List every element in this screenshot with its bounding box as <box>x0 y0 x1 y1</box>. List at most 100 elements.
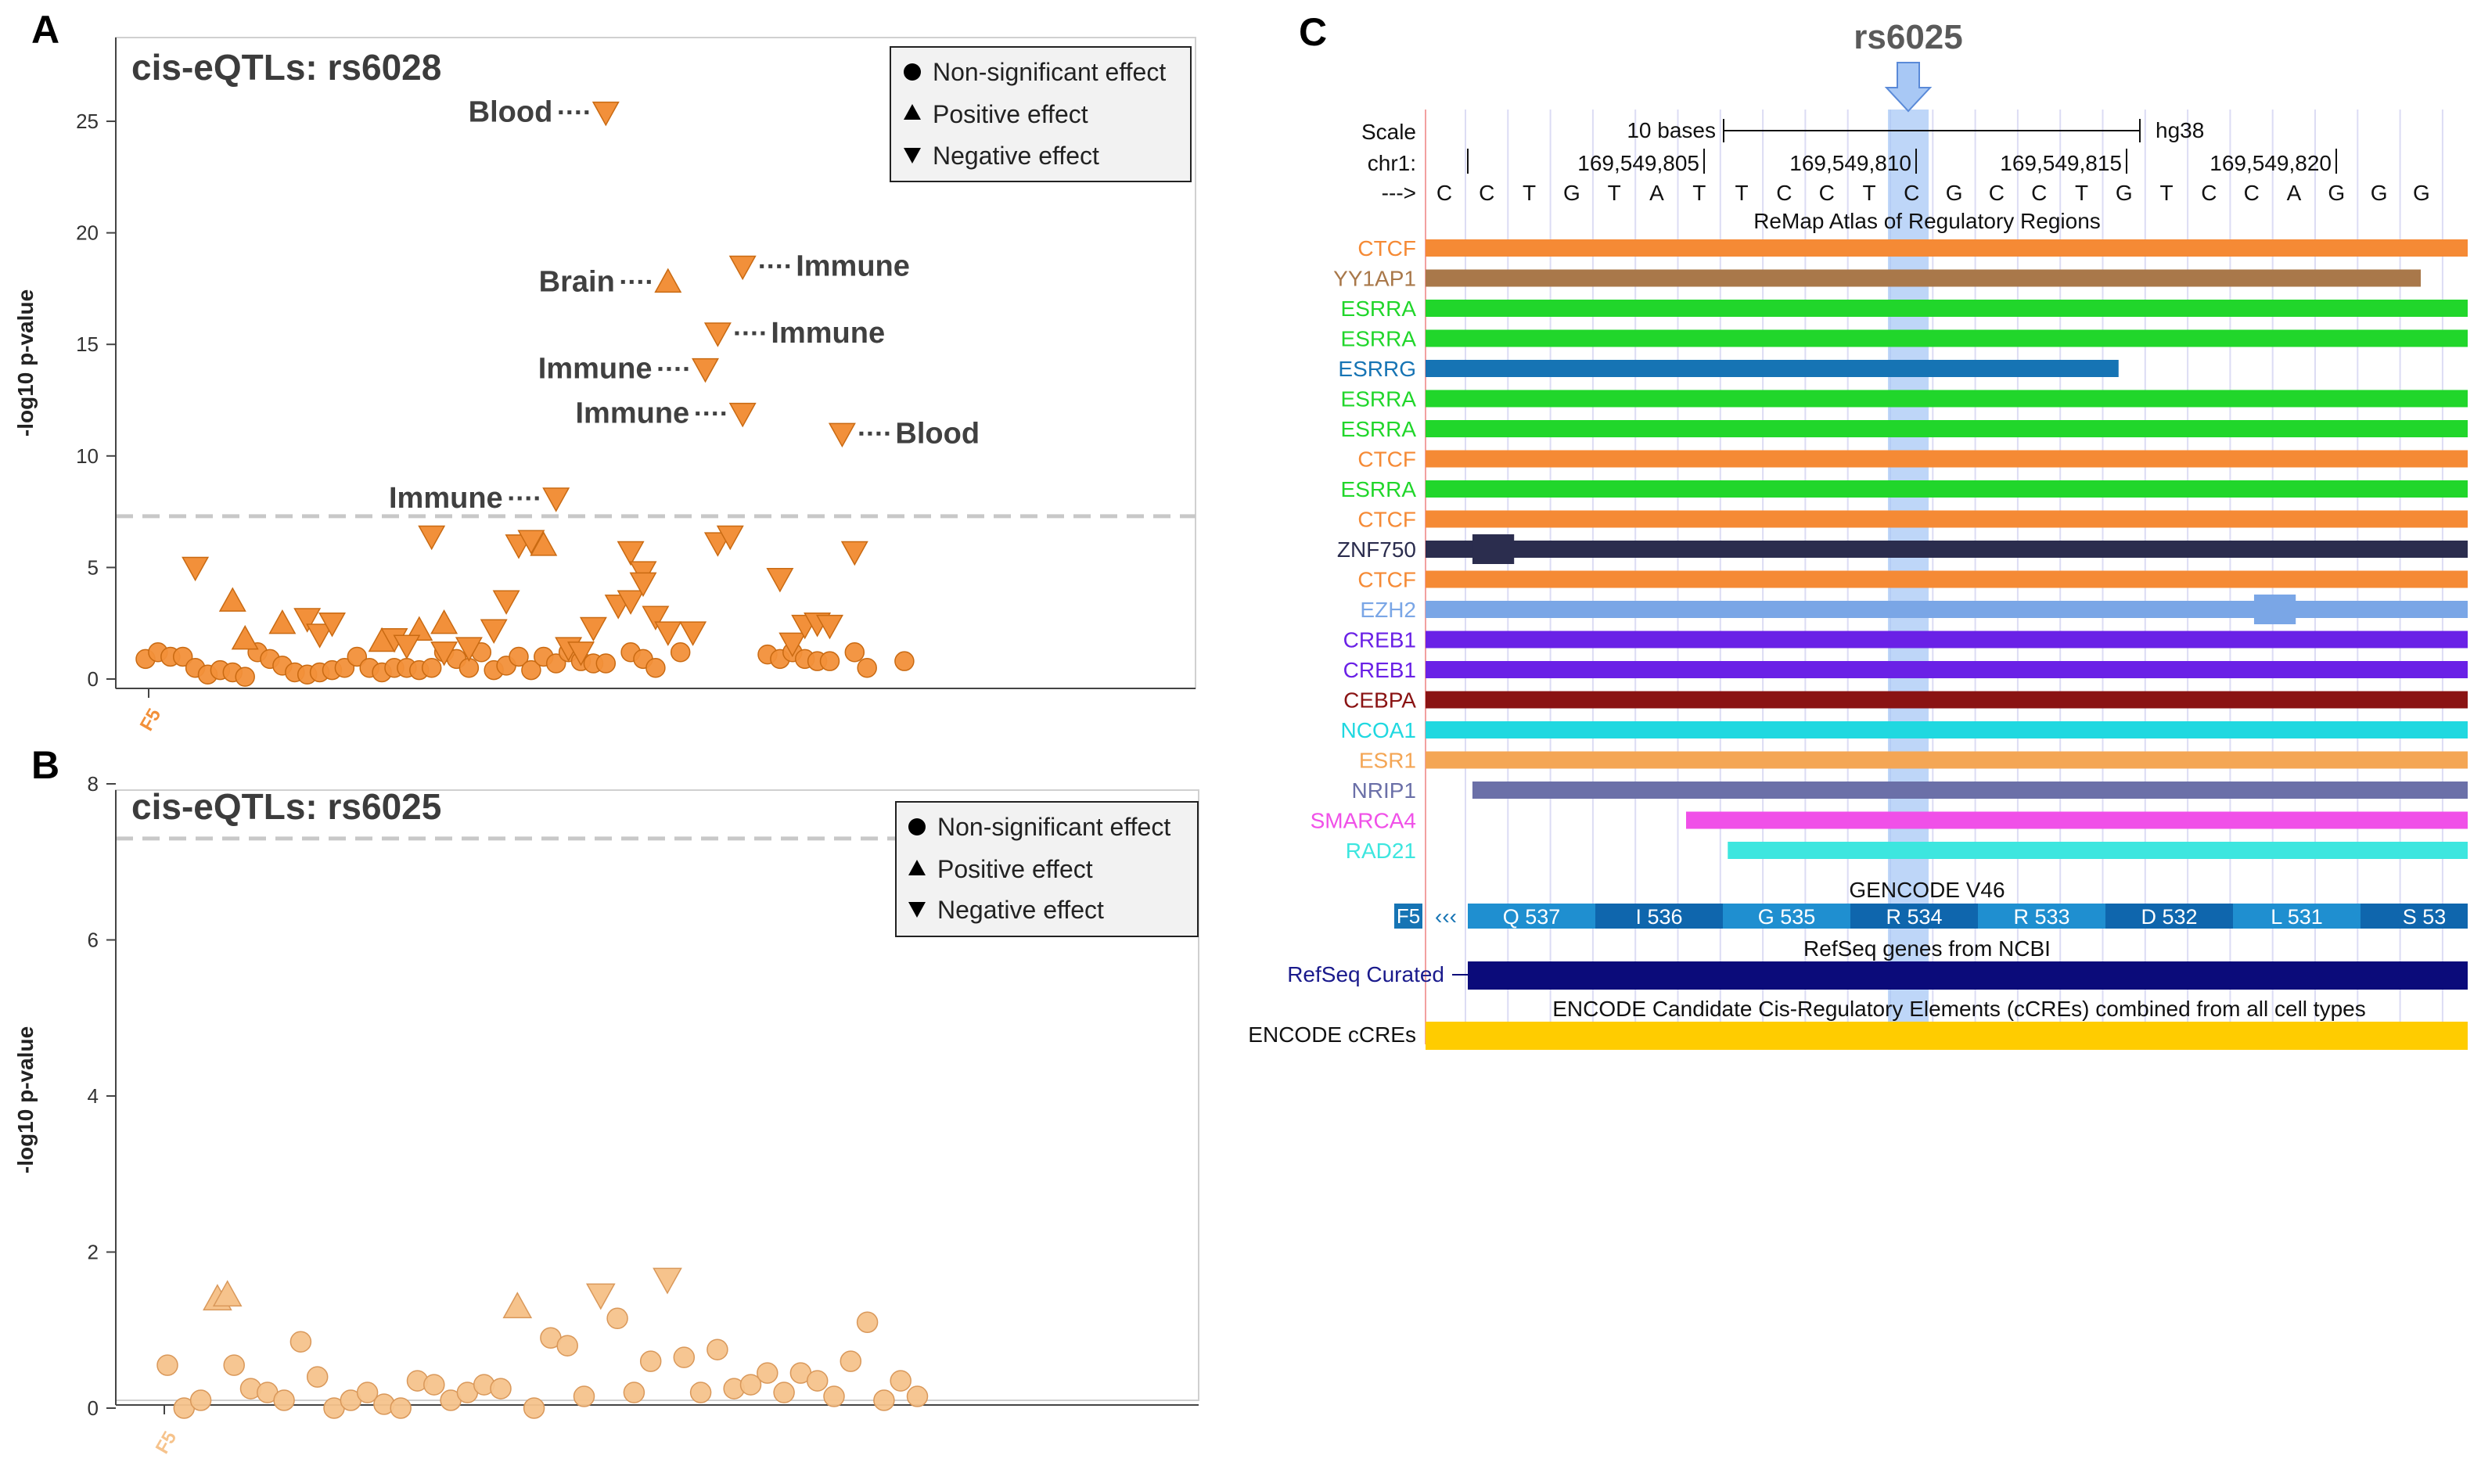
gencode-strand-arrows: ‹‹‹ <box>1435 904 1457 929</box>
legend-triangle-down-icon <box>904 148 921 163</box>
base-letter: G <box>2371 181 2388 205</box>
point-negative-effect <box>617 541 645 566</box>
track-label: ESRRA <box>1341 387 1417 411</box>
point-nonsignificant <box>347 646 368 667</box>
point-nonsignificant <box>235 667 255 687</box>
point-positive-effect <box>502 1292 533 1319</box>
base-letter: G <box>2116 181 2133 205</box>
point-nonsignificant <box>172 646 193 667</box>
point-positive-effect <box>530 531 558 556</box>
panel-b-y-ticks: 0 2 4 6 8 <box>88 772 116 1420</box>
point-negative-effect <box>455 637 483 662</box>
point-nonsignificant <box>639 1350 662 1372</box>
point-nonsignificant <box>890 1370 911 1392</box>
track-label: ESRRA <box>1341 417 1417 441</box>
point-nonsignificant <box>289 1331 312 1353</box>
point-nonsignificant <box>707 1338 728 1360</box>
point-nonsignificant <box>873 1389 895 1411</box>
point-nonsignificant <box>606 1307 628 1330</box>
point-nonsignificant <box>223 1354 245 1376</box>
point-nonsignificant <box>773 1382 795 1403</box>
panel-a-title: cis-eQTLs: rs6028 <box>131 47 441 88</box>
track-bar <box>1426 360 2119 377</box>
panel-b-x-tick-f5: F5 <box>152 1428 181 1457</box>
track-bar <box>1426 420 2468 437</box>
codon-box <box>2361 904 2468 929</box>
base-letter: G <box>1563 181 1580 205</box>
point-negative-effect <box>393 634 421 659</box>
track-bar <box>1426 450 2468 468</box>
base-letter: G <box>2413 181 2430 205</box>
point-negative-effect <box>642 605 670 631</box>
gencode-title: GENCODE V46 <box>1849 878 2005 902</box>
point-negative-effect <box>579 616 607 642</box>
coordinate-ticks: 169,549,805 169,549,810 169,549,815 169,549… <box>1577 149 2337 175</box>
point-negative-effect <box>567 641 595 667</box>
track-peak <box>2253 595 2296 624</box>
track-label: ESRRA <box>1341 296 1417 321</box>
panel-a-annotations: Blood Brain Immune Immune Immune Immune Blood I… <box>389 96 980 515</box>
point-nonsignificant <box>595 653 617 674</box>
codon-label: Q 537 <box>1503 905 1561 929</box>
point-negative-effect <box>629 572 657 598</box>
point-nonsignificant <box>523 1397 545 1419</box>
point-nonsignificant <box>421 657 442 678</box>
track-label: RAD21 <box>1346 839 1416 863</box>
strand-label: ---> <box>1382 181 1416 205</box>
point-negative-effect <box>778 632 807 658</box>
remap-title: ReMap Atlas of Regulatory Regions <box>1753 209 2101 233</box>
scale-label: Scale <box>1361 120 1416 144</box>
encode-label: ENCODE cCREs <box>1248 1022 1416 1047</box>
annotation-label: Brain <box>539 265 615 298</box>
point-nonsignificant <box>844 642 865 663</box>
point-nonsignificant <box>573 1385 595 1407</box>
point-nonsignificant <box>806 1370 829 1392</box>
point-nonsignificant <box>189 1389 212 1411</box>
panel-a-x-tick-f5: F5 <box>136 705 165 735</box>
y-tick-label: 0 <box>88 667 99 691</box>
coordinate-label: 169,549,810 <box>1789 151 1911 175</box>
snp-arrow-icon <box>1884 62 1933 113</box>
point-negative-effect <box>840 541 868 566</box>
point-nonsignificant <box>840 1350 862 1372</box>
base-letter: T <box>1608 181 1621 205</box>
codon-box <box>1468 904 1595 929</box>
track-label: ESRRA <box>1341 477 1417 501</box>
annotation-label: Immune <box>538 353 653 386</box>
track-bar <box>1426 661 2468 678</box>
point-positive-effect <box>405 616 433 641</box>
annotation-label: Blood <box>469 96 553 129</box>
track-bar <box>1472 782 2468 799</box>
codon-box <box>1850 904 1978 929</box>
y-tick-label: 6 <box>88 929 99 952</box>
point-nonsignificant <box>556 1335 578 1356</box>
track-label: CREB1 <box>1343 628 1416 652</box>
gencode-gene-label: F5 <box>1397 904 1420 928</box>
y-tick-label: 8 <box>88 772 99 796</box>
track-bar <box>1426 269 2422 287</box>
point-negative-effect <box>728 255 757 281</box>
base-letter: C <box>1989 181 2005 205</box>
base-letter: G <box>1946 181 1963 205</box>
point-nonsignificant <box>739 1374 762 1396</box>
panel-a-chart: A cis-eQTLs: rs6028 0 5 10 15 20 25 -log10 p-… <box>13 8 1196 735</box>
y-tick-label: 20 <box>76 221 99 245</box>
point-negative-effect <box>766 567 794 593</box>
y-tick-label: 10 <box>76 444 99 468</box>
track-bar <box>1426 329 2468 347</box>
codon-label: L 531 <box>2271 905 2323 929</box>
track-bar <box>1426 570 2468 588</box>
refseq-exon-bar <box>1468 961 2468 990</box>
point-negative-effect <box>703 322 732 347</box>
point-nonsignificant <box>857 657 877 678</box>
base-letter: T <box>1523 181 1536 205</box>
point-nonsignificant <box>906 1385 929 1407</box>
codon-box <box>1595 904 1723 929</box>
panel-a-legend: Non-significant effect Positive effect N… <box>890 46 1192 182</box>
point-positive-effect <box>212 1280 243 1307</box>
track-bar <box>1426 239 2468 257</box>
panel-a-legend-box <box>890 46 1192 182</box>
codon-box <box>1723 904 1850 929</box>
base-letter: T <box>1735 181 1749 205</box>
chrom-label: chr1: <box>1368 151 1416 175</box>
